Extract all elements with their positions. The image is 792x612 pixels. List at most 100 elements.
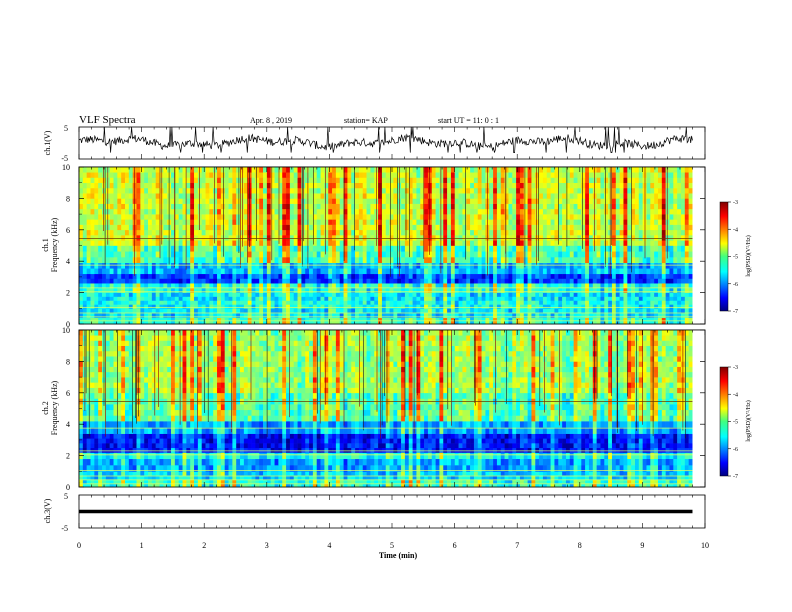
spectrogram-cell — [228, 167, 233, 173]
spectrogram-cell — [151, 313, 156, 319]
spectrogram-cell — [278, 208, 283, 215]
spectrogram-cell — [677, 262, 682, 269]
spectrogram-cell — [347, 292, 352, 297]
spectrogram-cell — [661, 251, 666, 258]
spectrogram-cell — [94, 167, 99, 173]
spectrogram-cell — [151, 245, 156, 252]
spectrogram-cell — [374, 187, 379, 194]
spectrogram-cell — [343, 219, 348, 225]
spectrogram-cell — [286, 208, 291, 215]
spectrogram-cell — [573, 193, 578, 199]
spectrogram-cell — [673, 283, 678, 289]
spectrogram-cell — [224, 235, 229, 241]
spectrogram-cell — [148, 224, 153, 231]
spectrogram-cell — [677, 240, 682, 246]
spectrogram-cell — [408, 268, 413, 275]
spectrogram-cell — [194, 245, 199, 252]
spectrogram-cell — [312, 308, 318, 314]
spectrogram-cell — [213, 172, 218, 178]
spectrogram-cell — [159, 300, 164, 305]
spectrogram-cell — [642, 296, 647, 301]
spectrogram-cell — [270, 224, 275, 231]
spectrogram-cell — [370, 304, 375, 309]
spectrogram-cell — [680, 182, 686, 189]
spectrogram-cell — [355, 177, 360, 183]
spectrogram-cell — [600, 219, 605, 225]
spectrogram-cell — [148, 177, 153, 183]
spectrogram-cell — [224, 245, 229, 252]
spectrogram-cell — [220, 198, 225, 204]
spectrogram-cell — [512, 240, 517, 246]
spectrogram-cell — [236, 229, 241, 236]
spectrogram-cell — [646, 273, 651, 279]
spectrogram-cell — [466, 224, 471, 231]
spectrogram-cell — [665, 208, 670, 215]
spectrogram-cell — [627, 251, 632, 258]
spectrogram-cell — [332, 224, 337, 231]
spectrogram-cell — [358, 313, 364, 319]
spectrogram-cell — [159, 308, 164, 314]
spectrogram-cell — [424, 182, 429, 189]
spectrogram-cell — [684, 177, 689, 183]
spectrogram-cell — [516, 172, 521, 178]
spectrogram-cell — [121, 198, 126, 204]
spectrogram-cell — [650, 203, 655, 210]
spectrogram-cell — [542, 257, 548, 264]
spectrogram-cell — [535, 172, 540, 178]
spectrogram-cell — [274, 245, 279, 252]
spectrogram-cell — [343, 198, 348, 204]
spectrogram-cell — [634, 304, 640, 309]
spectrogram-cell — [286, 229, 291, 236]
spectrogram-cell — [374, 313, 379, 319]
spectrogram-cell — [266, 177, 272, 183]
spectrogram-cell — [305, 224, 310, 231]
spectrogram-cell — [585, 278, 590, 284]
spectrogram-cell — [577, 219, 582, 225]
spectrogram-cell — [167, 273, 172, 279]
spectrogram-cell — [523, 304, 528, 309]
spectrogram-cell — [565, 304, 571, 309]
spectrogram-cell — [657, 229, 663, 236]
spectrogram-cell — [136, 182, 141, 189]
spectrogram-cell — [201, 273, 206, 279]
spectrogram-cell — [546, 198, 551, 204]
spectrogram-cell — [240, 177, 245, 183]
spectrogram-cell — [224, 193, 229, 199]
spectrogram-cell — [148, 292, 153, 297]
spectrogram-cell — [190, 177, 195, 183]
spectrogram-cell — [339, 292, 344, 297]
spectrogram-cell — [554, 214, 559, 220]
spectrogram-cell — [447, 313, 452, 319]
spectrogram-cell — [347, 308, 352, 314]
spectrogram-cell — [293, 235, 298, 241]
spectrogram-cell — [297, 262, 302, 269]
spectrogram-cell — [646, 172, 651, 178]
spectrogram-cell — [332, 177, 337, 183]
spectrogram-cell — [255, 283, 260, 289]
spectrogram-cell — [98, 187, 103, 194]
spectrogram-cell — [190, 296, 195, 301]
spectrogram-cell — [121, 240, 126, 246]
spectrogram-cell — [312, 245, 318, 252]
spectrogram-cell — [527, 296, 532, 301]
spectrogram-cell — [355, 278, 360, 284]
spectrogram-cell — [631, 198, 636, 204]
spectrogram-cell — [378, 283, 383, 289]
spectrogram-cell — [470, 292, 475, 297]
spectrogram-cell — [562, 262, 567, 269]
spectrogram-cell — [209, 198, 214, 204]
spectrogram-cell — [324, 240, 329, 246]
spectrogram-cell — [684, 296, 689, 301]
spectrogram-cell — [519, 287, 525, 293]
spectrogram-cell — [297, 300, 302, 305]
spectrogram-cell — [301, 257, 306, 264]
spectrogram-cell — [205, 229, 210, 236]
spectrogram-cell — [462, 273, 467, 279]
spectrogram-cell — [266, 287, 272, 293]
spectrogram-cell — [458, 177, 463, 183]
spectrogram-cell — [604, 198, 609, 204]
spectrogram-cell — [224, 296, 229, 301]
spectrogram-cell — [343, 278, 348, 284]
spectrogram-cell — [562, 177, 567, 183]
spectrogram-cell — [385, 245, 390, 252]
